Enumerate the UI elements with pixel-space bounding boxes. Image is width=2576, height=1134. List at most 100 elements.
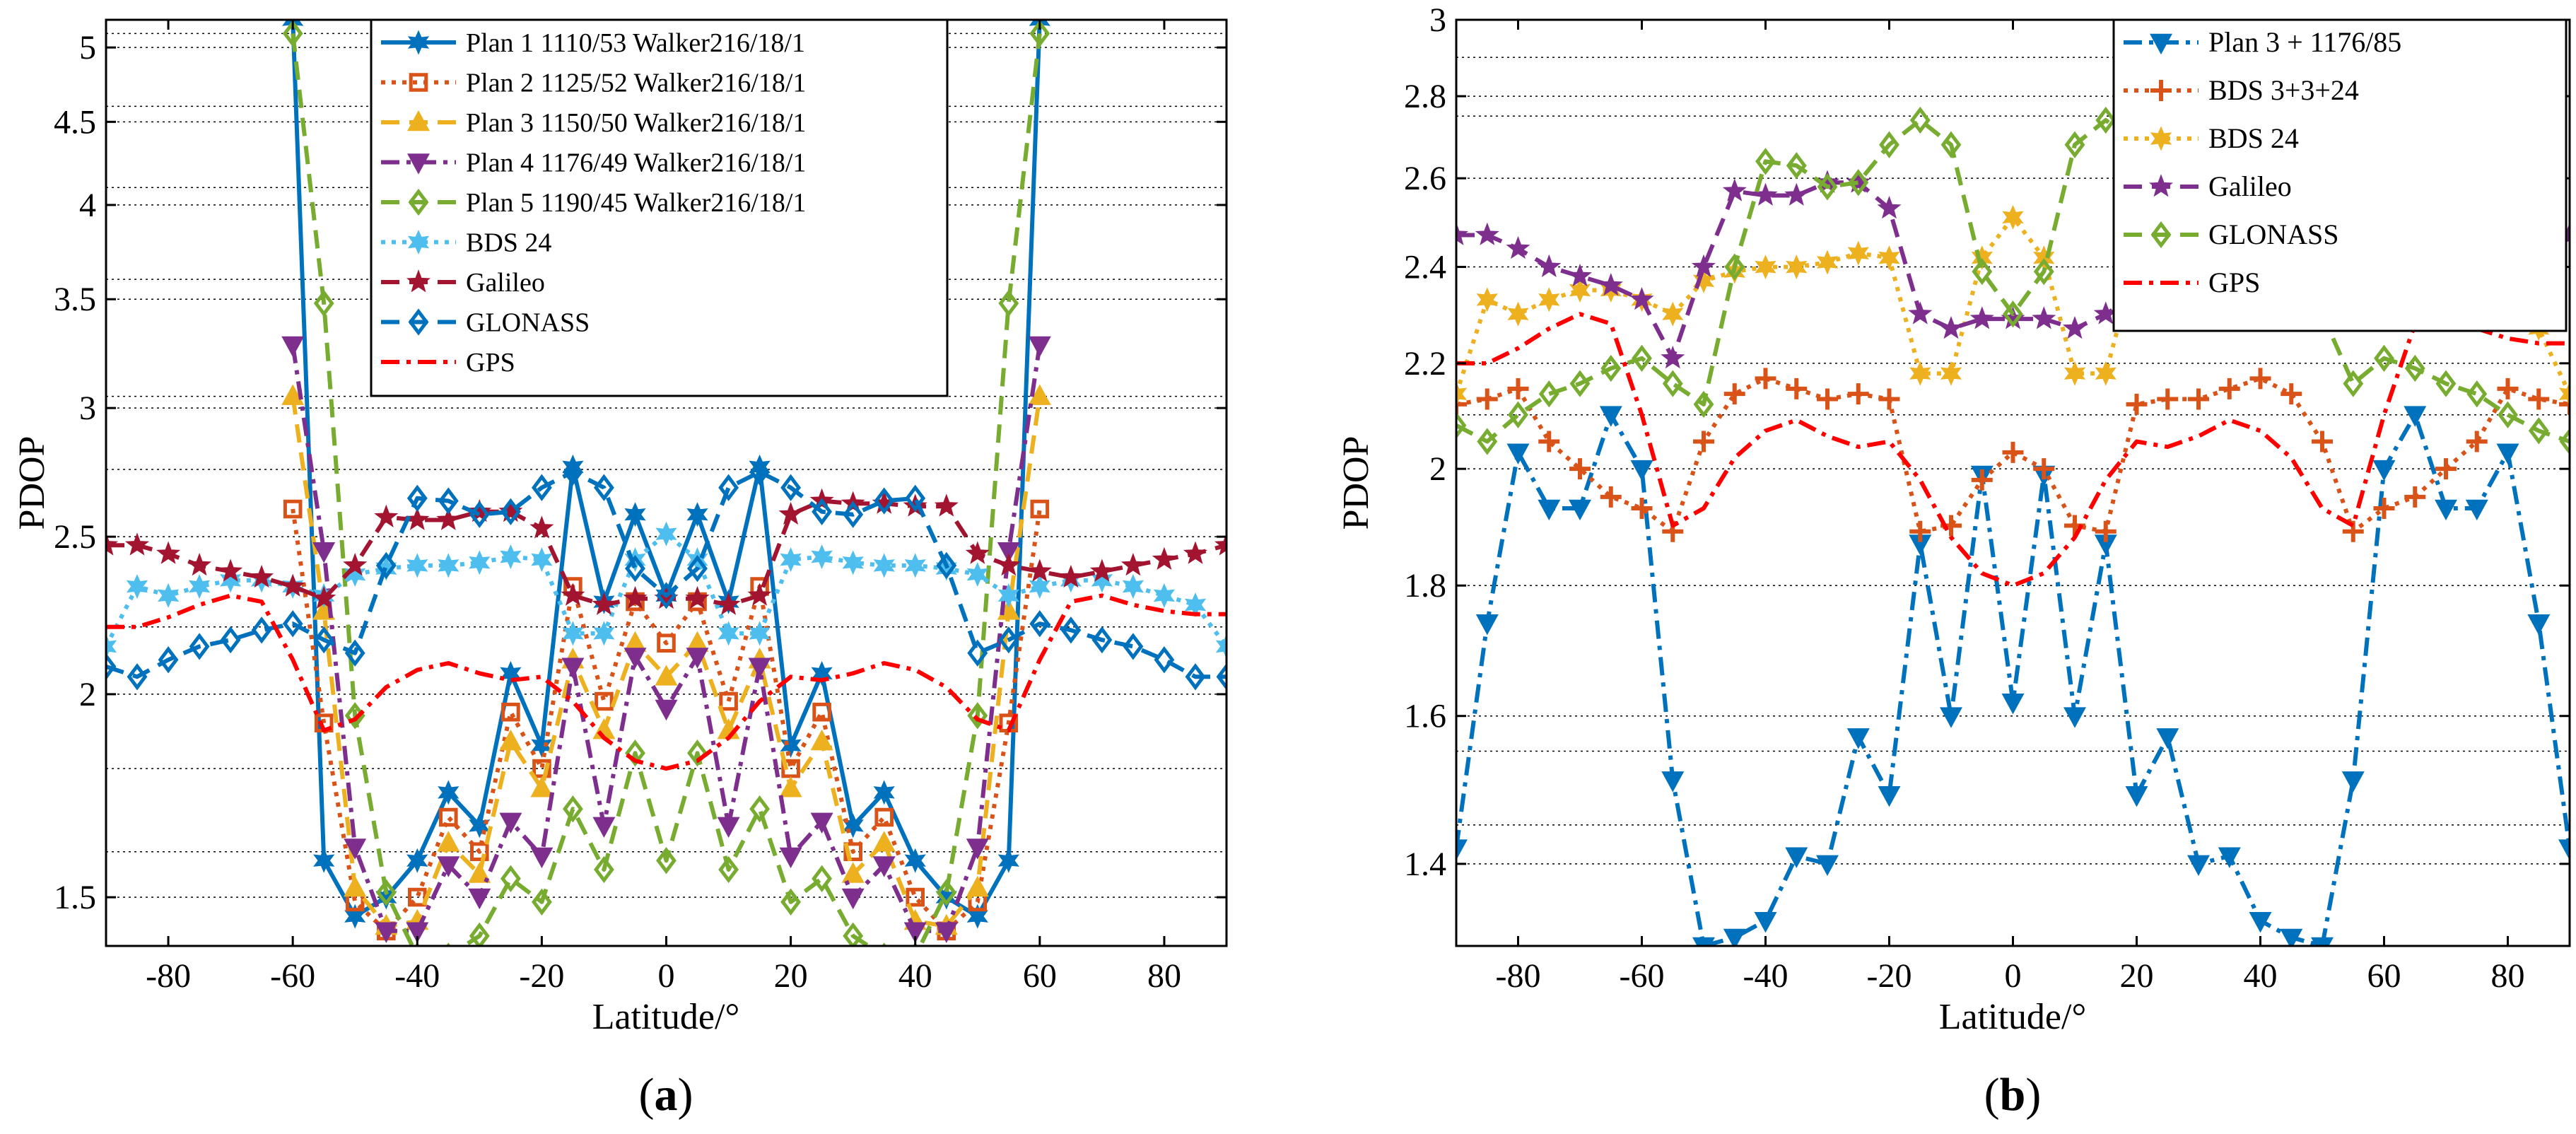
data-point (2002, 204, 2024, 230)
data-point (1969, 306, 1994, 329)
data-point (778, 501, 803, 525)
data-point (313, 626, 334, 654)
data-point (405, 507, 430, 530)
data-point (592, 592, 616, 615)
data-point (1476, 388, 1498, 410)
data-point (157, 583, 180, 608)
data-point (966, 875, 989, 897)
y-axis-label-a: PDOP (12, 436, 52, 530)
data-point (1508, 401, 1528, 428)
legend-label: Plan 1 1110/53 Walker216/18/1 (466, 28, 805, 58)
data-point (2465, 499, 2488, 521)
data-point (1755, 368, 1776, 390)
data-point (718, 474, 739, 501)
data-point (1569, 278, 1591, 303)
legend-marker (407, 30, 430, 55)
data-point (2188, 388, 2209, 410)
legend-entry: Plan 1 1110/53 Walker216/18/1 (381, 28, 805, 58)
data-point (344, 639, 365, 667)
data-point (562, 458, 583, 486)
data-point (1879, 131, 1899, 158)
data-point (967, 639, 988, 667)
data-point (1123, 633, 1144, 660)
data-point (561, 583, 585, 606)
legend-label: BDS 3+3+24 (2208, 74, 2359, 106)
data-point (905, 484, 926, 512)
data-point (624, 502, 646, 527)
legend-marker (2150, 126, 2172, 151)
data-point (873, 553, 895, 578)
data-point (469, 922, 490, 946)
data-point (1784, 182, 1809, 206)
data-point (904, 553, 926, 578)
data-point (966, 562, 988, 588)
legend-label: BDS 24 (466, 228, 551, 258)
data-point (1847, 383, 1869, 405)
data-point (1122, 574, 1144, 600)
series-plan-5-1190-45-walker216-18-1 (282, 20, 1050, 946)
data-point (500, 498, 521, 525)
data-point (1723, 383, 1745, 405)
data-point (997, 542, 1020, 563)
legend-entry: BDS 3+3+24 (2124, 74, 2359, 106)
data-point (966, 838, 989, 860)
data-point (374, 504, 399, 527)
data-point (1058, 564, 1083, 588)
data-point (810, 812, 833, 834)
data-point (810, 729, 833, 751)
data-point (965, 541, 990, 564)
data-point (1785, 847, 1808, 868)
data-point (749, 454, 771, 479)
data-point (1537, 254, 1562, 277)
data-point (344, 875, 367, 897)
data-point (1847, 240, 1869, 266)
data-point (2558, 839, 2570, 860)
data-point (841, 862, 865, 883)
data-point (343, 553, 368, 576)
legend-marker (2150, 221, 2172, 249)
data-point (2063, 707, 2086, 728)
chart-panel-b: -80 -60 -40 -20 0 20 40 60 80 1.4 1.6 1.8 2 2.2 2.4 2.6… (1336, 1, 2571, 1121)
data-point (1786, 378, 1808, 399)
legend-label: Plan 5 1190/45 Walker216/18/1 (466, 188, 806, 218)
legend-label: GLONASS (466, 308, 590, 338)
x-tick-label: -60 (1620, 957, 1665, 995)
legend-label: Galileo (2208, 170, 2292, 202)
x-axis-label-b: Latitude/° (1939, 997, 2087, 1037)
data-point (1598, 273, 1623, 296)
data-point (2032, 306, 2056, 329)
panel-label-a: (a) (639, 1069, 693, 1121)
y-tick-label: 2.2 (1404, 345, 1446, 382)
data-point (1214, 532, 1226, 556)
data-point (811, 544, 833, 570)
data-point (1972, 257, 1993, 286)
data-point (1909, 520, 1931, 542)
data-point (593, 474, 614, 501)
data-point (655, 521, 677, 546)
x-tick-label: 60 (2367, 957, 2401, 995)
data-point (2497, 378, 2519, 399)
data-point (1971, 245, 1993, 271)
x-tick-label: 0 (2005, 957, 2022, 995)
x-tick-label: 20 (2120, 957, 2154, 995)
data-point (936, 551, 957, 580)
data-point (106, 532, 119, 556)
data-point (1569, 499, 1591, 521)
data-point (747, 583, 772, 606)
data-point (344, 838, 367, 860)
data-point (781, 759, 800, 778)
data-point (687, 740, 708, 767)
data-point (779, 847, 802, 869)
x-axis-label-a: Latitude/° (592, 997, 740, 1037)
y-tick-label: 3 (1429, 1, 1446, 39)
data-point (499, 812, 522, 834)
series-gps (1456, 312, 2570, 588)
data-point (656, 847, 677, 875)
data-point (1723, 928, 1746, 946)
data-point (1600, 486, 1622, 508)
data-point (562, 454, 584, 479)
data-point (967, 702, 988, 730)
data-point (438, 807, 458, 827)
series-line (291, 344, 1042, 933)
data-point (1507, 378, 1529, 399)
